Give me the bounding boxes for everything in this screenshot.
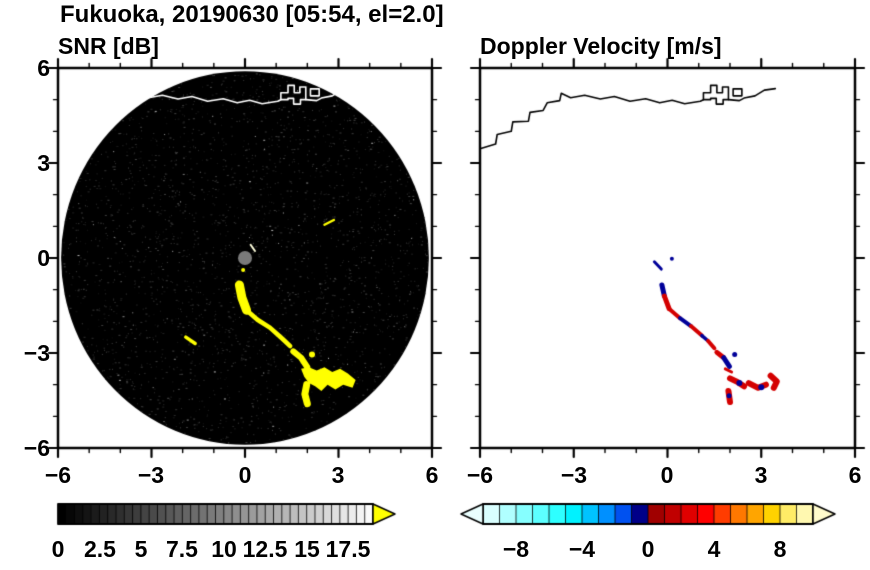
snr-xtick-label: 6	[425, 462, 439, 488]
doppler-cbar-label: 4	[707, 536, 721, 562]
snr-cbar-label: 12.5	[242, 536, 288, 562]
snr-cbar-label: 5	[134, 536, 148, 562]
doppler-cbar-label: −4	[568, 536, 596, 562]
doppler-panel-title: Doppler Velocity [m/s]	[480, 33, 722, 59]
snr-xtick-label: 0	[238, 462, 252, 488]
snr-cbar-label: 0	[51, 536, 65, 562]
snr-cbar-label: 17.5	[325, 536, 371, 562]
snr-cbar-label: 10	[211, 536, 237, 562]
doppler-cbar-label: 0	[641, 536, 655, 562]
snr-ytick-label: 3	[37, 150, 50, 176]
doppler-xtick-label: 3	[754, 462, 768, 488]
doppler-cbar-label: −8	[502, 536, 530, 562]
snr-cbar-label: 7.5	[166, 536, 198, 562]
snr-xtick-label: −6	[44, 462, 72, 488]
snr-xtick-label: −3	[137, 462, 165, 488]
snr-xtick-label: 3	[331, 462, 345, 488]
snr-cbar-label: 2.5	[84, 536, 116, 562]
doppler-cbar-label: 8	[773, 536, 787, 562]
snr-ytick-label: 6	[37, 55, 50, 81]
snr-panel-title: SNR [dB]	[58, 33, 159, 59]
snr-cbar-label: 15	[294, 536, 320, 562]
snr-ytick-label: −6	[23, 435, 50, 461]
snr-plot-area	[58, 68, 432, 448]
doppler-xtick-label: −6	[466, 462, 494, 488]
snr-ytick-label: 0	[37, 245, 50, 271]
snr-ytick-label: −3	[23, 340, 50, 366]
main-title: Fukuoka, 20190630 [05:54, el=2.0]	[60, 1, 444, 28]
doppler-colorbar	[459, 500, 859, 530]
doppler-xtick-label: 0	[660, 462, 674, 488]
snr-colorbar	[56, 500, 401, 530]
doppler-xtick-label: 6	[848, 462, 862, 488]
doppler-xtick-label: −3	[560, 462, 588, 488]
doppler-plot-area	[480, 68, 855, 448]
